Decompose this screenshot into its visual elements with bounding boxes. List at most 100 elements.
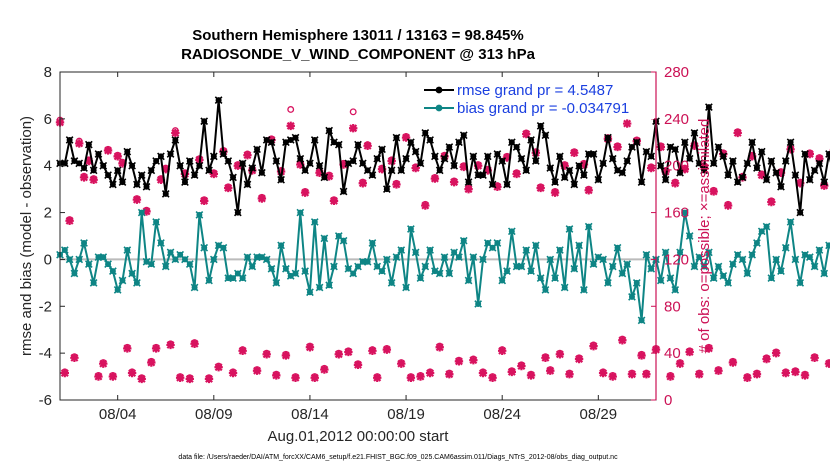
obs-assimilated-marker <box>310 373 319 382</box>
rmse-point <box>719 152 728 161</box>
rmse-point <box>320 173 329 182</box>
obs-possible-marker <box>465 184 472 192</box>
obs-possible-marker <box>200 196 208 204</box>
left-y-axis-label: rmse and bias (model - observation) <box>18 116 35 356</box>
obs-assimilated-marker <box>175 373 185 382</box>
rmse-point <box>185 157 194 165</box>
rmse-point <box>503 180 511 189</box>
obs-assimilated-marker <box>257 194 267 203</box>
obs-assimilated-marker <box>483 166 492 175</box>
obs-possible-marker <box>417 371 424 379</box>
x-tick-label: 08/29 <box>580 406 618 423</box>
obs-possible-marker <box>753 369 761 377</box>
rmse-point <box>748 138 756 147</box>
rmse-point <box>700 166 708 175</box>
obs-assimilated-marker <box>334 350 343 359</box>
obs-possible-marker <box>258 193 266 201</box>
bias-point <box>445 269 454 278</box>
rmse-point <box>546 164 555 172</box>
obs-possible-marker <box>368 346 376 354</box>
obs-possible-marker <box>138 374 146 382</box>
bias-point <box>825 241 830 250</box>
obs-possible-marker <box>393 179 400 187</box>
rmse-point <box>142 182 151 191</box>
bias-point <box>637 316 646 325</box>
bias-point <box>767 274 776 283</box>
obs-assimilated-marker <box>531 148 541 158</box>
bias-point <box>214 241 223 250</box>
bias-point <box>469 253 478 261</box>
bias-point <box>195 211 204 219</box>
obs-possible-marker <box>426 368 434 376</box>
obs-assimilated-marker <box>60 368 70 378</box>
bias-point <box>656 276 665 285</box>
obs-possible-marker <box>191 339 199 347</box>
rmse-point <box>522 166 531 175</box>
rmse-point <box>382 185 391 194</box>
rmse-point <box>373 154 382 163</box>
chart-subtitle: RADIOSONDE_V_WIND_COMPONENT @ 313 hPa <box>181 46 536 63</box>
rmse-point <box>137 171 146 179</box>
obs-possible-marker <box>95 371 102 379</box>
rmse-point <box>248 164 257 172</box>
rmse-point <box>277 175 285 184</box>
obs-assimilated-marker <box>618 336 627 345</box>
obs-possible-marker <box>287 106 295 113</box>
obs-assimilated-marker <box>743 373 752 382</box>
bias-point <box>209 255 218 264</box>
bias-point <box>407 225 415 233</box>
obs-assimilated-marker <box>151 344 161 353</box>
obs-assimilated-marker <box>574 354 584 364</box>
obs-assimilated-marker <box>411 163 420 173</box>
rmse-point <box>762 175 771 184</box>
rmse-point <box>147 166 156 175</box>
x-axis-label: Aug.01,2012 00:00:00 start <box>268 428 450 445</box>
obs-assimilated-marker <box>507 367 517 377</box>
obs-assimilated-marker <box>161 165 170 174</box>
obs-assimilated-marker <box>781 368 790 378</box>
rmse-point <box>296 154 305 163</box>
rmse-point <box>104 171 112 179</box>
bias-point <box>118 276 127 285</box>
obs-assimilated-marker <box>305 343 315 352</box>
rmse-point <box>714 143 723 151</box>
bias-point <box>219 243 228 252</box>
obs-possible-marker <box>729 357 737 365</box>
bias-point <box>113 286 122 294</box>
rmse-point <box>551 178 559 186</box>
rmse-point <box>608 154 617 163</box>
rmse-point <box>565 166 574 175</box>
bias-point <box>628 293 636 301</box>
obs-assimilated-marker <box>79 173 89 182</box>
obs-assimilated-marker <box>89 175 98 184</box>
rmse-point <box>479 171 487 179</box>
rmse-point <box>690 129 699 137</box>
bias-point <box>315 283 324 292</box>
obs-assimilated-marker <box>113 152 122 161</box>
obs-assimilated-marker <box>680 165 690 174</box>
obs-assimilated-marker <box>421 201 430 210</box>
bias-line <box>59 211 830 322</box>
rmse-point <box>431 152 439 161</box>
obs-possible-marker <box>152 343 160 351</box>
rmse-point <box>176 161 185 170</box>
obs-possible-marker <box>767 197 775 205</box>
obs-assimilated-marker <box>300 188 310 197</box>
bias-point <box>89 278 98 287</box>
obs-assimilated-marker <box>190 339 199 348</box>
obs-assimilated-marker <box>522 129 531 139</box>
bias-point <box>647 264 656 273</box>
bias-point <box>479 255 487 264</box>
rmse-point <box>810 166 819 175</box>
bias-point <box>805 253 814 261</box>
bias-point <box>705 248 713 257</box>
rmse-point <box>205 166 213 175</box>
obs-assimilated-marker <box>541 353 550 363</box>
rmse-point <box>772 168 781 177</box>
rmse-point <box>450 161 458 170</box>
bias-point <box>60 246 69 254</box>
x-tick-label: 08/04 <box>99 406 137 423</box>
obs-assimilated-marker <box>762 354 771 364</box>
bias-point <box>676 248 684 257</box>
obs-possible-marker <box>66 216 74 224</box>
